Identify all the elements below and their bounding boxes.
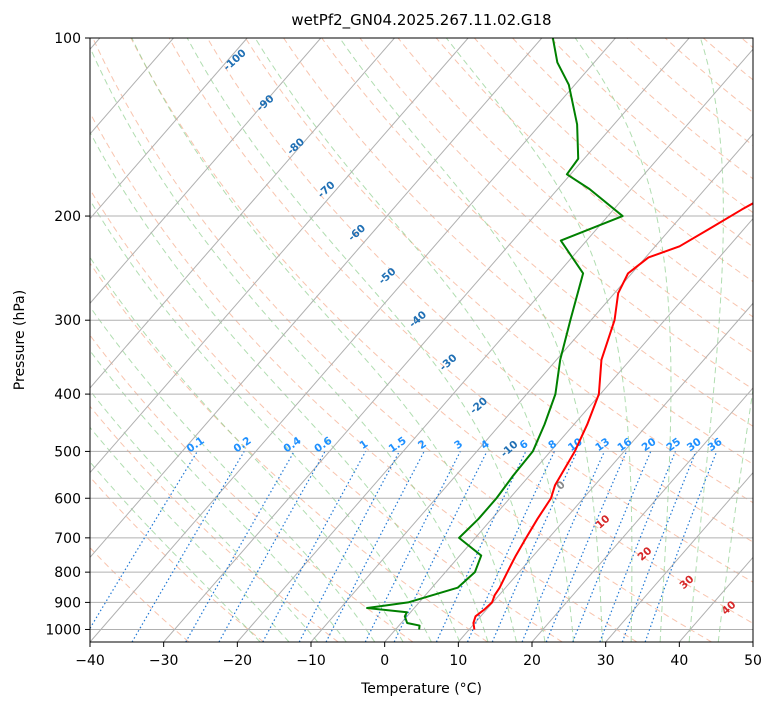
moist-adiabat [574,38,672,642]
temperature-profile-line [472,202,753,630]
dry-adiabat [92,38,712,642]
plot-frame [89,37,754,643]
x-tick-label: 40 [670,653,688,669]
moist-adiabat [90,426,290,642]
moist-adiabat [90,199,432,642]
moist-adiabat [90,131,461,642]
isotherm-gridline [605,471,753,642]
mixing-ratio-line [466,451,555,642]
chart-title: wetPf2_GN04.2025.267.11.02.G18 [291,11,551,30]
isotherm-gridline [90,38,543,559]
mixing-ratio-line [364,451,461,642]
dry-adiabat [90,405,339,642]
y-tick-label: 700 [54,531,81,547]
y-tick-label: 200 [54,209,81,225]
moist-adiabat [717,386,753,642]
isotherm-gridline [90,38,469,474]
y-tick-label: 600 [54,491,81,507]
mixing-ratio-line [545,451,628,642]
plot-area [90,38,753,642]
profile-lines [366,38,753,630]
dry-adiabat [130,38,753,624]
moist-adiabat [90,461,261,642]
moist-adiabat [339,38,603,642]
y-tick-label: 500 [54,444,81,460]
mixing-ratio-line [572,451,652,642]
x-axis-label: Temperature (°C) [360,681,482,697]
y-tick-label: 800 [54,565,81,581]
mixing-ratio-line [521,451,605,642]
dry-adiabat [168,38,753,583]
moist-adiabat [445,38,633,642]
x-tick-label: −20 [223,653,253,669]
background-lines [90,38,753,642]
x-tick-label: 50 [744,653,762,669]
isotherm-gridline [310,133,753,642]
isotherm-gridline [90,38,395,389]
moist-adiabat [688,38,724,642]
x-tick-label: 10 [449,653,467,669]
isotherm-gridline [236,48,753,642]
moist-adiabat [186,38,546,642]
dry-adiabat [245,38,753,504]
dry-adiabat [90,188,563,642]
isotherm-gridline [163,38,690,642]
isotherm-gridline [90,38,322,305]
dry-adiabat [397,38,753,354]
moist-adiabat [131,38,517,642]
y-tick-label: 100 [54,31,81,47]
mixing-ratio-line [185,451,295,642]
dry-adiabat [90,262,488,642]
dry-adiabat [90,476,264,642]
isotherm-gridline [90,38,248,220]
y-tick-label: 1000 [45,622,81,638]
dry-adiabat [435,38,753,318]
mixing-ratio-line [621,451,697,642]
mixing-ratio-line [90,451,198,630]
isotherm-gridline [384,217,753,642]
mixing-ratio-line [218,451,326,642]
dewpoint-profile-line [366,38,624,630]
mixing-ratio-line [644,451,718,642]
y-axis-label: Pressure (hPa) [12,290,28,390]
x-tick-label: 0 [380,653,389,669]
moist-adiabat [90,349,347,642]
mixing-ratio-line [491,451,578,642]
moist-adiabat [90,389,319,642]
y-tick-label: 300 [54,313,81,329]
x-tick-label: 20 [523,653,541,669]
y-tick-label: 900 [54,595,81,611]
x-tick-label: −10 [296,653,326,669]
x-tick-label: 30 [597,653,615,669]
isotherm-gridline [531,387,753,642]
moist-adiabat [90,46,489,642]
moist-adiabat [254,38,575,642]
y-tick-label: 400 [54,387,81,403]
dry-adiabat [90,546,190,642]
x-tick-label: −30 [149,653,179,669]
isotherm-gridline [457,302,753,642]
isotherm-gridline [90,38,616,642]
moist-adiabat [90,305,376,642]
mixing-ratio-line [599,451,677,642]
mixing-ratio-line [262,451,367,642]
x-tick-label: −40 [75,653,105,669]
